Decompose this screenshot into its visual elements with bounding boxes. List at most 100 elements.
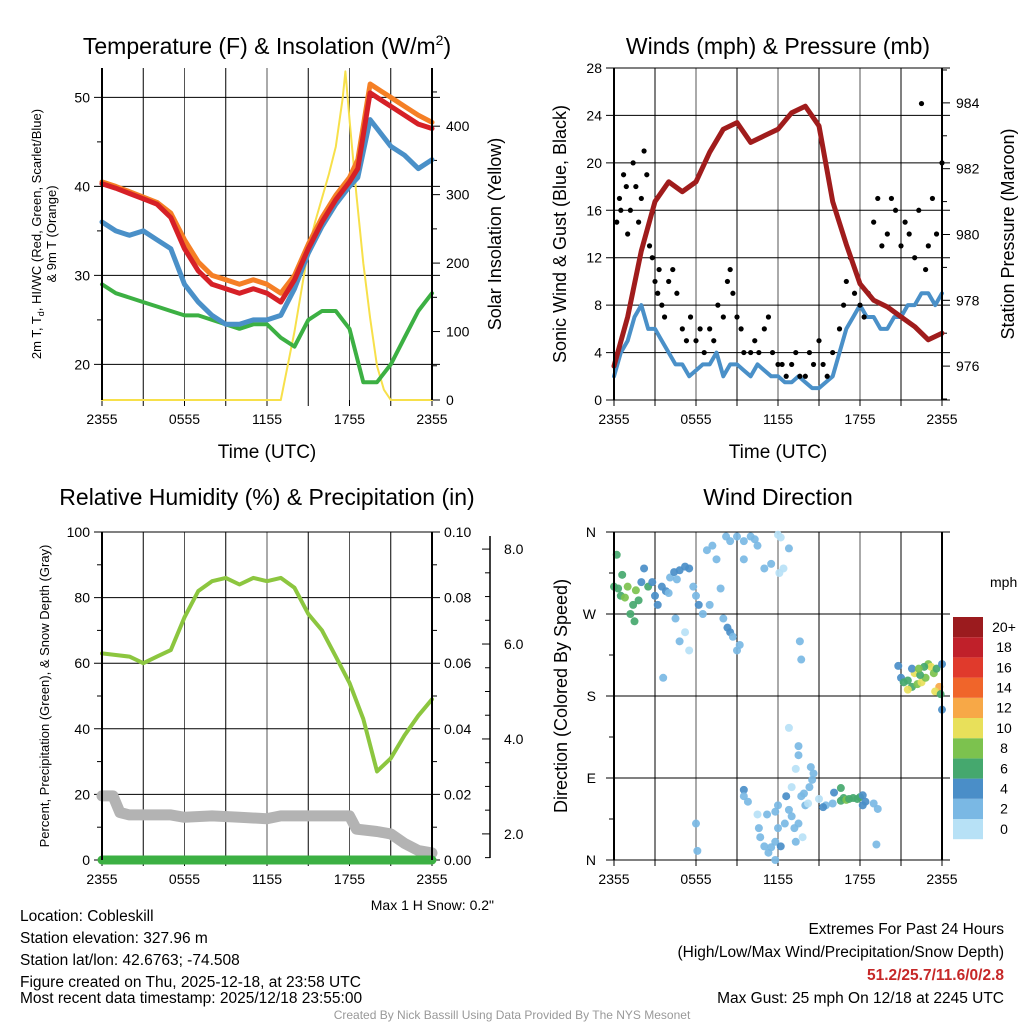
extremes-subtitle: (High/Low/Max Wind/Precipitation/Snow De…: [678, 944, 1005, 961]
x-tick-label: 1755: [844, 411, 875, 427]
wind-direction-point: [689, 582, 698, 591]
wind-direction-point: [808, 775, 817, 784]
gust-point: [912, 255, 918, 261]
right-y-tick-label: 0.08: [444, 590, 471, 606]
wind-direction-point: [651, 591, 659, 600]
extremes-title: Extremes For Past 24 Hours: [808, 921, 1004, 938]
gust-point: [659, 302, 665, 308]
wind-direction-point: [719, 614, 728, 623]
wind-direction-point: [692, 819, 700, 828]
wind-direction-point: [716, 584, 725, 593]
winds-ylabel-right: Station Pressure (Maroon): [998, 128, 1018, 339]
right-y-tick-label: 976: [956, 358, 980, 374]
wind-direction-point: [631, 586, 640, 595]
right-y-tick-label: 200: [446, 255, 470, 271]
gust-point: [674, 290, 680, 296]
left-y-tick-label: 20: [586, 155, 602, 171]
gust-point: [830, 349, 836, 356]
gust-point: [649, 255, 655, 261]
winds-panel-title: Winds (mph) & Pressure (mb): [626, 33, 930, 59]
wind-direction-point: [692, 591, 700, 600]
wind-direction-point: [771, 856, 780, 864]
gust-point: [933, 231, 940, 237]
latlon-text: Station lat/lon: 42.6763; -74.508: [20, 952, 240, 969]
x-tick-label: 0555: [680, 871, 711, 887]
wind-direction-point: [791, 837, 800, 846]
snow-depth-line: [96, 790, 438, 859]
wind-direction-point: [739, 785, 748, 794]
wind-direction-point: [728, 632, 737, 641]
x-tick-label: 2355: [598, 411, 629, 427]
gust-point: [646, 243, 653, 249]
temperature-ylabel-right: Solar Insolation (Yellow): [485, 138, 505, 330]
wind-direction-point: [648, 578, 657, 587]
temperature-ylabel-line2: & 9m T (Orange): [44, 185, 59, 282]
x-tick-label: 2355: [416, 871, 447, 887]
wind-direction-point: [873, 804, 882, 813]
wind-direction-point: [794, 819, 803, 828]
direction-tick-label: N: [586, 524, 596, 540]
wind-direction-point: [774, 824, 782, 833]
gust-point: [683, 338, 690, 344]
gust-point: [652, 278, 658, 285]
left-y-tick-label: 12: [586, 250, 602, 266]
wind-direction-point: [739, 792, 748, 801]
legend-label: 0: [1000, 821, 1008, 837]
wind-direction-point: [698, 610, 707, 618]
x-tick-label: 2355: [86, 411, 117, 427]
gust-point: [724, 278, 731, 285]
heat-index-wind-chill-line: [99, 117, 435, 327]
wind-direction-point: [787, 812, 796, 821]
gust-point: [797, 373, 803, 379]
humidity-panel-title: Relative Humidity (%) & Precipitation (i…: [59, 484, 474, 510]
wind-direction-point: [858, 801, 867, 810]
temperature-xlabel: Time (UTC): [218, 442, 317, 463]
gust-point: [789, 361, 795, 368]
gust-point: [875, 195, 881, 202]
wind-direction-point: [664, 589, 673, 598]
wind-direction-point: [815, 794, 823, 803]
gust-point: [715, 302, 721, 308]
wind-direction-point: [763, 810, 772, 819]
gust-point: [656, 266, 662, 273]
gust-point: [752, 338, 758, 344]
wind-direction-point: [809, 769, 818, 778]
gust-point: [884, 231, 890, 237]
right-y-tick-label: 978: [956, 292, 980, 308]
right-y-tick-label: 980: [956, 226, 980, 242]
wind-direction-point: [894, 661, 903, 670]
gust-point: [655, 290, 661, 296]
wind-direction-point: [671, 614, 680, 623]
gust-point: [898, 243, 904, 249]
left-y-tick-label: 50: [74, 89, 90, 105]
gust-point: [625, 231, 631, 237]
legend-swatch: [953, 637, 983, 658]
extremes-values: 51.2/25.7/11.6/0/2.8: [867, 967, 1004, 984]
wind-direction-point: [932, 664, 941, 673]
right-y-tick-label: 0.00: [444, 852, 471, 868]
gust-point: [775, 361, 781, 368]
wind-direction-point: [830, 788, 839, 797]
wind-direction-point: [779, 564, 788, 573]
legend-title: mph: [990, 574, 1017, 590]
gust-point: [727, 266, 733, 273]
wind-direction-point: [620, 593, 629, 602]
wind-direction-point: [799, 789, 808, 798]
gust-point: [765, 314, 772, 320]
gust-point: [929, 195, 936, 202]
snow-tick-label: 6.0: [504, 636, 524, 652]
footer-credit: Created By Nick Bassill Using Data Provi…: [334, 1008, 691, 1022]
gust-point: [644, 172, 650, 178]
wind-direction-point: [618, 570, 627, 579]
wind-direction-point: [685, 646, 694, 655]
snow-tick-label: 4.0: [504, 731, 524, 747]
gust-point: [761, 326, 767, 332]
wind-direction-point: [872, 840, 881, 849]
wind-direction-point: [630, 617, 639, 626]
legend-label: 14: [996, 680, 1012, 696]
wind-direction-point: [806, 763, 815, 772]
gust-point: [738, 326, 744, 332]
elevation-text: Station elevation: 327.96 m: [20, 930, 208, 947]
winds-plot-area: 2355 0555 1155 1755 2355 0 4 8 12 16 20 24 28 976 978 9…: [586, 60, 979, 427]
